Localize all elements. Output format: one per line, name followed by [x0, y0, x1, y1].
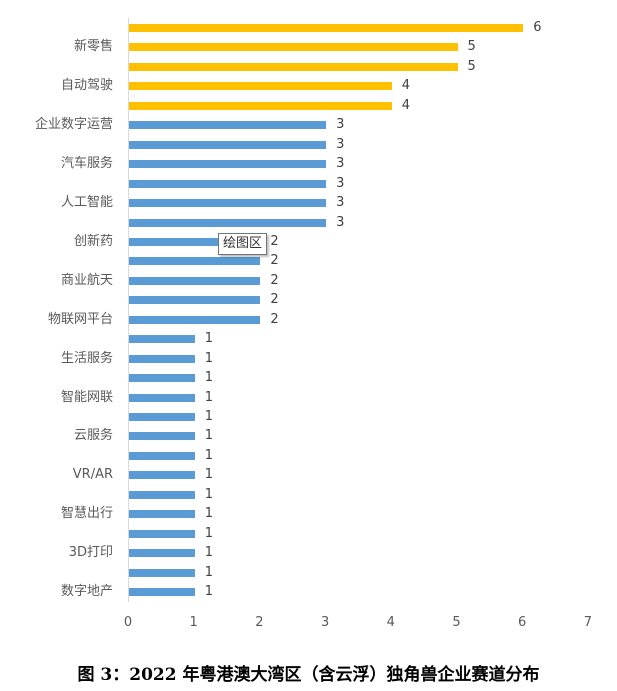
category-label: VR/AR [72, 467, 113, 483]
category-label: 数字地产 [60, 584, 113, 600]
bar[interactable] [129, 237, 261, 246]
bar[interactable] [129, 82, 392, 91]
data-label: 1 [204, 389, 213, 405]
bar[interactable] [129, 451, 195, 460]
bar[interactable] [129, 179, 327, 188]
bar[interactable] [129, 354, 195, 363]
data-label: 3 [336, 117, 345, 133]
x-tick-label: 6 [518, 615, 527, 630]
bar[interactable] [129, 529, 195, 538]
y-axis-line [128, 18, 129, 602]
bar[interactable] [129, 510, 195, 519]
data-label: 3 [336, 175, 345, 191]
data-label: 3 [336, 136, 345, 152]
bar[interactable] [129, 140, 327, 149]
data-label: 6 [533, 20, 542, 35]
bar[interactable] [129, 24, 524, 32]
bar[interactable] [129, 218, 327, 227]
bar[interactable] [129, 335, 195, 344]
data-label: 3 [336, 156, 345, 172]
bar[interactable] [129, 568, 195, 577]
x-tick-label: 7 [583, 615, 593, 630]
data-label: 1 [204, 370, 213, 386]
bar[interactable] [129, 588, 195, 597]
category-label: 3D打印 [68, 545, 113, 561]
bar[interactable] [129, 393, 195, 402]
category-label: 生活服务 [60, 350, 113, 366]
bar[interactable] [129, 315, 261, 324]
data-label: 2 [270, 253, 279, 269]
data-label: 1 [204, 584, 213, 600]
plot-area-tooltip: 绘图区 [218, 233, 268, 255]
data-label: 1 [204, 486, 213, 502]
x-tick-label: 1 [189, 615, 198, 630]
data-label: 1 [204, 545, 213, 561]
category-label: 企业数字运营 [34, 117, 113, 133]
category-label: 汽车服务 [60, 156, 113, 172]
bar[interactable] [129, 43, 458, 52]
category-label: 自动驾驶 [60, 78, 113, 94]
bar[interactable] [129, 121, 327, 130]
data-label: 1 [204, 409, 213, 424]
data-label: 1 [204, 350, 213, 366]
data-label: 1 [204, 331, 213, 347]
data-label: 1 [204, 428, 213, 444]
bar[interactable] [129, 101, 392, 110]
data-label: 3 [336, 195, 345, 211]
data-label: 1 [204, 467, 213, 483]
category-label: 智能网联 [60, 389, 113, 405]
bar[interactable] [129, 374, 195, 383]
data-label: 1 [204, 564, 213, 580]
data-label: 2 [270, 311, 279, 327]
data-label: 2 [270, 292, 279, 308]
data-label: 2 [270, 272, 279, 288]
bar[interactable] [129, 490, 195, 499]
category-label: 新零售 [73, 39, 113, 55]
x-tick-label: 0 [123, 615, 133, 630]
category-label: 智慧出行 [60, 506, 113, 522]
bar[interactable] [129, 160, 327, 169]
bar[interactable] [129, 257, 261, 266]
data-label: 1 [204, 447, 213, 463]
data-label: 1 [204, 525, 213, 541]
data-label: 5 [467, 58, 476, 74]
x-tick-label: 2 [255, 615, 264, 630]
bar[interactable] [129, 432, 195, 441]
bar[interactable] [129, 413, 195, 421]
bar[interactable] [129, 549, 195, 558]
bar[interactable] [129, 296, 261, 305]
x-tick-label: 4 [386, 615, 395, 630]
data-label: 1 [204, 506, 213, 522]
data-label: 3 [336, 214, 345, 230]
data-label: 4 [401, 78, 411, 94]
data-label: 2 [270, 233, 279, 249]
bar[interactable] [129, 199, 327, 208]
category-label: 物联网平台 [47, 311, 113, 327]
category-label: 创新药 [73, 233, 113, 249]
category-label: 商业航天 [60, 272, 113, 288]
x-tick-label: 5 [452, 615, 461, 630]
figure-caption: 图 3：2022 年粤港澳大湾区（含云浮）独角兽企业赛道分布 [77, 665, 540, 685]
x-tick-label: 3 [320, 615, 330, 630]
category-label: 人工智能 [60, 195, 113, 211]
data-label: 4 [401, 97, 411, 113]
category-label: 云服务 [73, 428, 113, 444]
data-label: 5 [467, 39, 476, 55]
bar[interactable] [129, 471, 195, 480]
bar-chart: 6 5 新零售 5 4 自动驾驶 4 3 企业数字运营 3 3 汽车服务 3 3 人工智能 3 2 创新药 2 2 商业… [34, 18, 593, 630]
bar[interactable] [129, 62, 458, 71]
bar[interactable] [129, 276, 261, 285]
